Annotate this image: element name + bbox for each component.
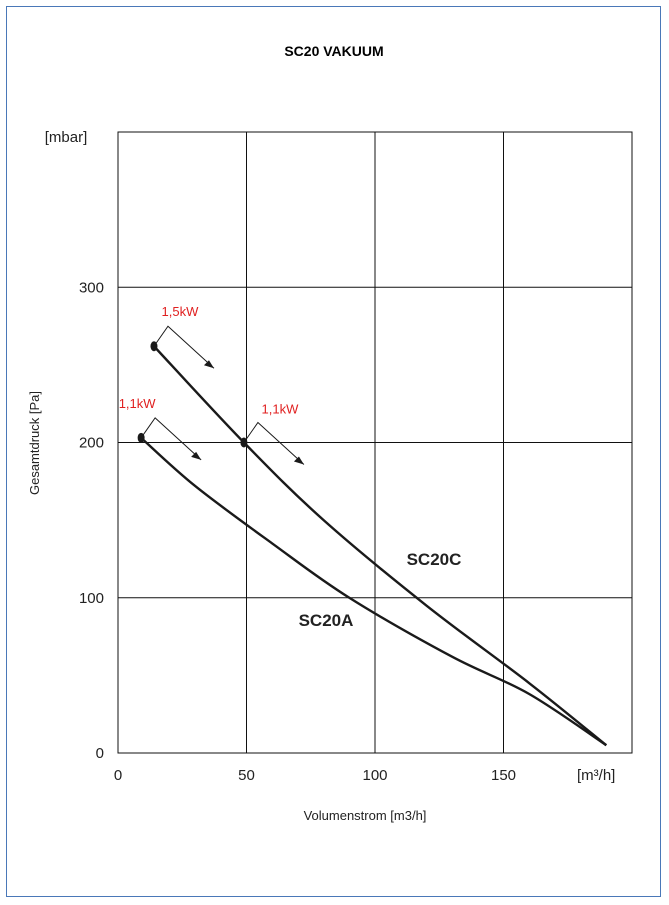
- series-label-sc20a: SC20A: [299, 611, 354, 630]
- x-tick-label: 0: [114, 767, 122, 784]
- x-tick-label: 100: [362, 767, 387, 784]
- x-unit: [m³/h]: [577, 767, 615, 784]
- y-ticks: 0 100 200 300: [79, 279, 104, 762]
- chart-title: SC20 VAKUUM: [284, 43, 383, 59]
- chart-frame: [6, 6, 661, 897]
- y-axis-label: Gesamtdruck [Pa]: [27, 391, 42, 495]
- y-tick-label: 300: [79, 279, 104, 296]
- y-tick-label: 200: [79, 435, 104, 452]
- annotations: 1,5kW 1,1kW 1,1kW: [119, 304, 305, 465]
- series-group: SC20C SC20A: [140, 345, 608, 747]
- power-arrow-line: [243, 421, 305, 465]
- power-label: 1,1kW: [262, 402, 300, 417]
- arrow-head-icon: [293, 456, 304, 465]
- power-label: 1,5kW: [162, 304, 200, 319]
- y-unit: [mbar]: [45, 129, 88, 146]
- x-tick-label: 150: [491, 767, 516, 784]
- power-arrow-line: [153, 325, 215, 369]
- x-tick-label: 50: [238, 767, 255, 784]
- series-label-sc20c: SC20C: [407, 550, 462, 569]
- x-ticks: 0 50 100 150: [114, 767, 516, 784]
- y-tick-label: 100: [79, 590, 104, 607]
- y-tick-label: 0: [96, 745, 104, 762]
- arrow-head-icon: [191, 451, 202, 460]
- power-arrow-line: [140, 417, 202, 461]
- grid: [118, 132, 632, 753]
- x-axis-label: Volumenstrom [m3/h]: [304, 808, 427, 823]
- series-line-sc20a: [140, 436, 607, 747]
- series-line-sc20c: [153, 345, 608, 747]
- power-label: 1,1kW: [119, 396, 157, 411]
- plot-area: [117, 131, 633, 754]
- arrow-head-icon: [203, 360, 214, 369]
